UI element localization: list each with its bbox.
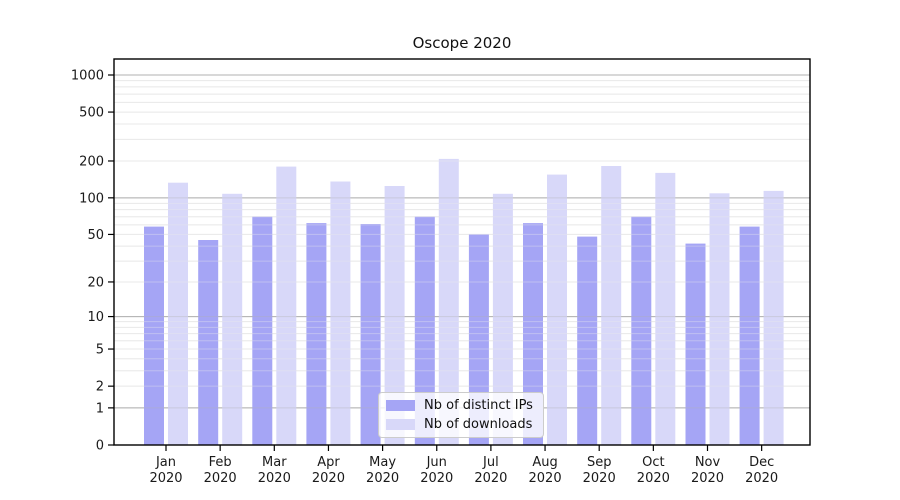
x-tick-label-month: Mar	[262, 455, 287, 470]
bar-distinct-ips-feb	[198, 240, 219, 445]
grid-over	[114, 74, 810, 409]
x-tick-label-year: 2020	[691, 471, 724, 486]
bar-downloads-jun	[438, 158, 459, 445]
x-tick-label-month: Aug	[532, 455, 557, 470]
x-tick-label-year: 2020	[420, 471, 453, 486]
y-tick-label: 200	[79, 154, 104, 169]
bar-distinct-ips-oct	[631, 216, 652, 445]
bar-downloads-sep	[601, 166, 622, 445]
bar-downloads-oct	[655, 172, 676, 445]
x-tick-label-month: Feb	[209, 455, 232, 470]
legend-label-downloads: Nb of downloads	[424, 417, 533, 432]
legend-item-downloads: Nb of downloads	[386, 417, 534, 432]
bar-downloads-dec	[763, 190, 784, 445]
y-tick-label: 2	[96, 380, 104, 395]
x-tick-label-year: 2020	[583, 471, 616, 486]
y-tick-label: 1000	[71, 69, 104, 84]
bar-distinct-ips-aug	[523, 223, 543, 445]
y-axis: 0 1 2 5 10 20 50 100 200 500 1000	[71, 69, 114, 454]
x-tick-label-month: May	[369, 455, 396, 470]
x-tick-label-year: 2020	[366, 471, 399, 486]
x-tick-label-year: 2020	[312, 471, 345, 486]
y-tick-label: 20	[87, 275, 104, 290]
x-tick-label-year: 2020	[637, 471, 670, 486]
x-axis: Jan2020Feb2020Mar2020Apr2020May2020Jun20…	[149, 445, 778, 486]
y-tick-label: 10	[87, 310, 104, 325]
bar-distinct-ips-jun	[414, 216, 435, 445]
x-tick-label-month: Jul	[482, 455, 499, 470]
chart-title: Oscope 2020	[412, 34, 512, 52]
legend-label-distinct-ips: Nb of distinct IPs	[424, 398, 533, 413]
y-tick-label: 100	[79, 191, 104, 206]
x-tick-label-month: Sep	[587, 455, 612, 470]
x-tick-label-month: Apr	[317, 455, 340, 470]
bar-distinct-ips-jan	[144, 226, 164, 445]
x-tick-label-month: Oct	[642, 455, 664, 470]
bar-distinct-ips-apr	[306, 223, 327, 445]
legend-swatch-distinct-ips	[386, 400, 415, 411]
x-tick-label-year: 2020	[258, 471, 291, 486]
legend-swatch-downloads	[386, 419, 415, 430]
x-tick-label-year: 2020	[529, 471, 562, 486]
bar-downloads-aug	[547, 174, 567, 445]
x-tick-label-year: 2020	[745, 471, 778, 486]
bar-downloads-jan	[168, 182, 188, 445]
y-tick-label: 50	[87, 228, 104, 243]
bar-downloads-jul	[492, 193, 513, 445]
legend: Nb of distinct IPs Nb of downloads	[378, 392, 544, 438]
x-tick-label-year: 2020	[149, 471, 182, 486]
x-tick-label-year: 2020	[474, 471, 507, 486]
x-tick-label-month: Jan	[155, 455, 176, 470]
y-tick-label: 500	[79, 106, 104, 121]
bar-distinct-ips-mar	[252, 216, 273, 445]
x-tick-label-month: Dec	[749, 455, 774, 470]
plot-frame	[113, 58, 811, 446]
bar-distinct-ips-may	[360, 224, 381, 445]
bar-downloads-mar	[276, 166, 297, 445]
bar-distinct-ips-dec	[739, 226, 760, 445]
y-tick-label: 0	[96, 439, 104, 454]
x-tick-label-year: 2020	[204, 471, 237, 486]
bar-distinct-ips-nov	[685, 243, 706, 445]
x-tick-label-month: Nov	[695, 455, 721, 470]
legend-item-distinct-ips: Nb of distinct IPs	[386, 398, 534, 413]
bar-downloads-feb	[222, 193, 243, 445]
grid-under	[114, 74, 810, 409]
bar-distinct-ips-sep	[577, 236, 598, 445]
bar-downloads-may	[384, 186, 405, 445]
bar-downloads-nov	[709, 193, 730, 445]
bar-downloads-apr	[330, 181, 351, 445]
y-tick-label: 5	[96, 343, 104, 358]
x-tick-label-month: Jun	[426, 455, 447, 470]
y-tick-label: 1	[96, 401, 104, 416]
